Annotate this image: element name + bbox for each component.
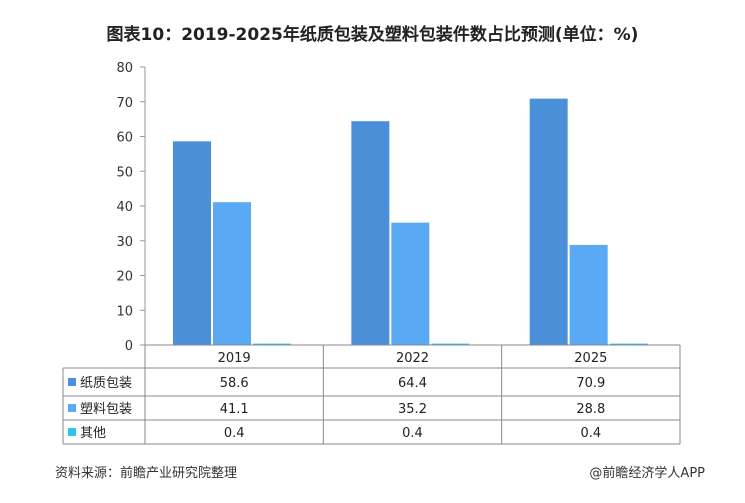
legend-label: 纸质包装 [80,376,132,391]
y-tick-label: 0 [125,339,133,354]
bar-2025-0 [529,98,568,345]
brand-note: @前瞻经济学人APP [589,466,705,481]
y-tick-label: 60 [116,131,133,146]
y-tick-label: 40 [116,200,133,215]
data-label: 58.6 [220,376,249,391]
data-label: 64.4 [398,376,427,391]
data-label: 41.1 [220,402,249,417]
y-tick-label: 10 [116,304,133,319]
legend-swatch [68,428,76,436]
source-note: 资料来源：前瞻产业研究院整理 [55,466,238,481]
y-tick-label: 80 [116,61,133,76]
y-tick-label: 20 [116,270,133,285]
data-label: 35.2 [398,402,427,417]
bar-2019-0 [173,141,211,345]
bar-2019-2 [253,343,291,345]
x-tick-label: 2022 [396,351,429,366]
y-tick-label: 70 [116,96,133,111]
chart-title: 图表10：2019-2025年纸质包装及塑料包装件数占比预测(单位：%) [106,25,639,45]
x-tick-label: 2019 [218,351,251,366]
bar-2022-2 [431,343,470,345]
data-label: 0.4 [402,426,423,441]
data-label: 70.9 [576,376,605,391]
legend-label: 塑料包装 [80,402,132,417]
bar-2022-0 [351,121,390,346]
bar-2019-1 [213,202,251,345]
legend-label: 其他 [80,426,106,441]
bar-2025-1 [569,244,608,345]
data-label: 0.4 [580,426,601,441]
data-label: 28.8 [576,402,605,417]
x-tick-label: 2025 [574,351,607,366]
y-tick-label: 30 [116,235,133,250]
bar-2025-2 [609,343,648,345]
y-tick-label: 50 [116,165,133,180]
data-label: 0.4 [224,426,245,441]
legend-swatch [68,378,76,386]
bar-2022-1 [391,222,430,345]
legend-swatch [68,404,76,412]
